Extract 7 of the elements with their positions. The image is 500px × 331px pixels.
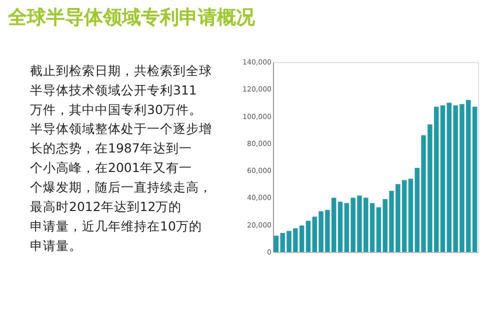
- bar: [440, 105, 446, 252]
- text: 半导体领域整体处于一个逐步增长的态势，在1987年达到一个小高峰，在2001年又有一个爆发期，随后一直持续走高，最高时2012年达到12万的申请量，近几年维持在10万的申请量。: [30, 121, 212, 253]
- text: 截止到检索日期，共检索到全球半导体技术领域公开专利311万件，其中中国专利30万件。: [30, 62, 212, 117]
- bar: [306, 220, 311, 252]
- bar: [338, 202, 343, 252]
- text: 全球半导体领域专利申请概况: [7, 6, 256, 28]
- bar: [408, 178, 414, 252]
